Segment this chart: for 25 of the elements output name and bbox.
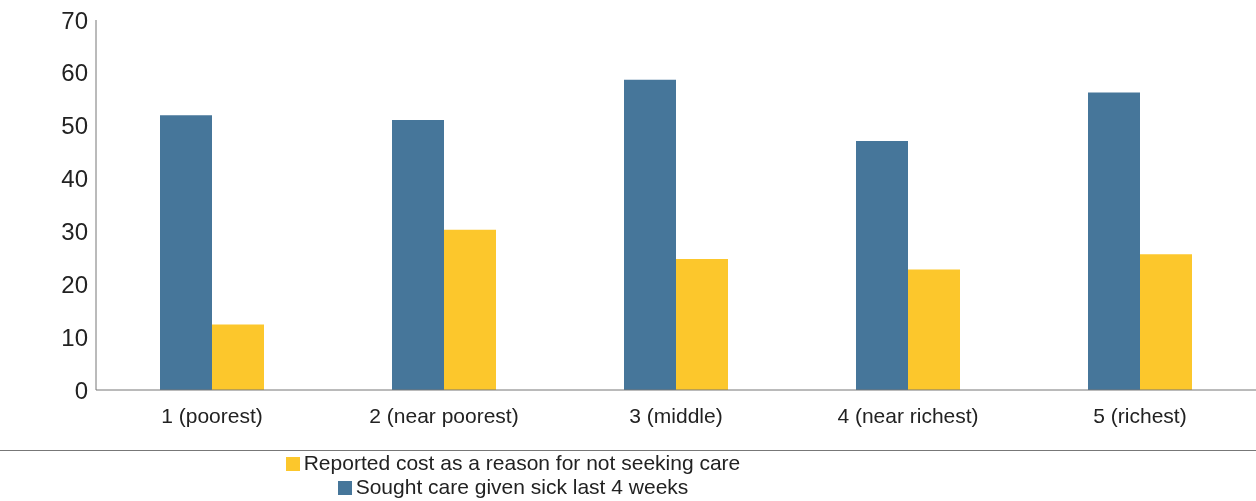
bar (1140, 254, 1192, 390)
bar (1088, 92, 1140, 390)
bar (908, 269, 960, 390)
bar (392, 119, 444, 390)
y-tick-label: 70 (61, 6, 88, 34)
bar (624, 79, 676, 390)
legend-label: Sought care given sick last 4 weeks (355, 475, 689, 498)
bar (676, 258, 728, 390)
y-tick-label: 40 (61, 165, 88, 193)
bar (444, 229, 496, 390)
bar (856, 141, 908, 390)
bar (160, 115, 212, 390)
x-tick-label: 3 (middle) (629, 403, 723, 427)
x-tick-label: 4 (near richest) (837, 403, 979, 427)
bar (212, 324, 264, 390)
y-tick-label: 20 (61, 270, 88, 298)
x-tick-label: 5 (richest) (1093, 403, 1187, 427)
x-tick-label: 1 (poorest) (161, 403, 263, 427)
y-tick-label: 60 (61, 59, 88, 87)
y-tick-label: 30 (61, 217, 88, 245)
legend-label: Reported cost as a reason for not seeking care (303, 451, 741, 474)
y-tick-label: 50 (61, 112, 88, 140)
x-tick-label: 2 (near poorest) (369, 403, 519, 427)
y-tick-label: 10 (61, 323, 88, 351)
y-tick-label: 0 (74, 376, 88, 404)
